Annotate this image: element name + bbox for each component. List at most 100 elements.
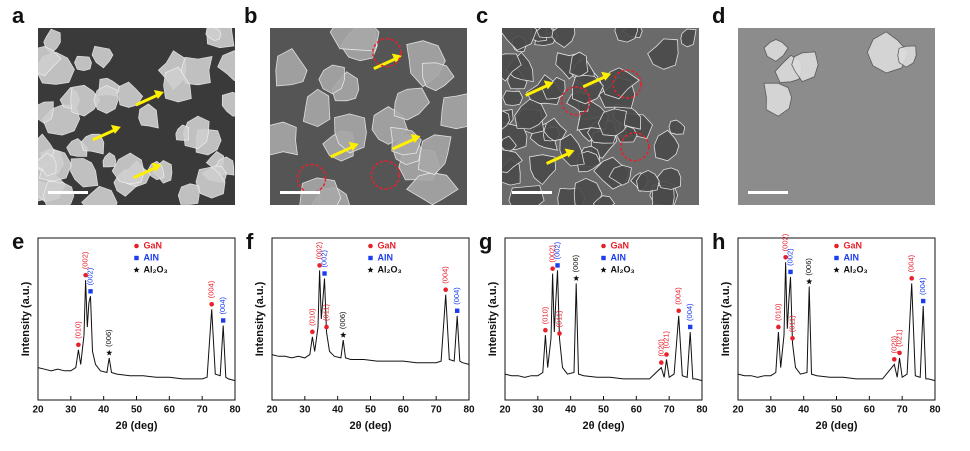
x-tick-label: 50 <box>131 405 143 416</box>
sem-grain <box>118 81 144 108</box>
sem-grain <box>221 91 235 117</box>
sem-grain <box>177 183 200 205</box>
x-tick-label: 20 <box>732 405 744 416</box>
x-tick-label: 60 <box>398 405 410 416</box>
sem-grain <box>38 152 57 177</box>
arrow <box>545 152 570 165</box>
sem-content <box>270 28 467 205</box>
sem-grain <box>393 87 430 121</box>
panel-letter: c <box>476 3 488 28</box>
sem-content <box>38 28 235 205</box>
legend-label: AlN <box>144 252 160 262</box>
sem-grain <box>502 149 523 173</box>
legend-marker <box>133 266 140 273</box>
sem-grain <box>653 129 680 162</box>
peak-marker <box>776 324 781 330</box>
sem-grain <box>81 185 118 205</box>
sem-grain <box>329 28 380 52</box>
panel-letter: a <box>12 3 25 28</box>
peak-label: (002) <box>81 251 90 269</box>
x-tick-label: 20 <box>32 405 44 416</box>
peak-marker <box>88 289 93 294</box>
spectrum <box>737 262 936 382</box>
scale-bar <box>748 191 788 194</box>
x-tick-label: 70 <box>664 405 676 416</box>
arrow <box>135 93 159 107</box>
legend-marker <box>834 255 839 261</box>
peak-label: (004) <box>685 303 694 321</box>
sem-grain <box>417 134 452 175</box>
sem-grain <box>163 66 192 103</box>
legend-label: Al₂O₃ <box>611 264 635 274</box>
x-tick-label: 50 <box>598 405 610 416</box>
sem-grain <box>74 55 92 72</box>
sem-grain <box>334 113 367 154</box>
sem-grain <box>91 45 114 69</box>
peak-label: (010) <box>73 321 82 339</box>
x-tick-label: 40 <box>798 405 810 416</box>
peak-marker <box>310 329 315 335</box>
peak-marker <box>220 318 226 323</box>
sem-grain <box>593 195 616 205</box>
sem-grain <box>502 53 522 82</box>
sem-grain <box>38 45 62 77</box>
peak-label: (004) <box>207 280 216 298</box>
sem-content <box>502 28 699 205</box>
arrow-head <box>543 80 554 90</box>
legend-marker <box>367 266 374 273</box>
panel-letter: b <box>244 3 257 28</box>
sem-grain <box>502 135 517 152</box>
peak-marker <box>790 336 795 341</box>
x-tick-label: 70 <box>897 405 909 416</box>
spectrum <box>504 270 703 382</box>
peak-marker <box>443 287 448 293</box>
peak-marker <box>555 263 560 268</box>
sem-grain <box>38 101 54 124</box>
sem-grain <box>608 164 632 186</box>
sem-grain <box>102 152 117 168</box>
peak-label: (011) <box>554 310 563 327</box>
peak-label: (010) <box>540 306 549 324</box>
sem-grain <box>390 126 422 156</box>
arrow-head <box>348 141 359 151</box>
sem-grain <box>536 28 554 39</box>
sem-grain <box>791 51 819 83</box>
x-tick-label: 80 <box>229 405 241 416</box>
y-axis-label: Intensity (a.u.) <box>487 281 499 356</box>
sem-grain <box>70 158 99 188</box>
x-tick-label: 20 <box>499 405 511 416</box>
peak-label: (002) <box>786 248 795 266</box>
peak-marker <box>322 271 327 276</box>
x-axis-label: 2θ (deg) <box>815 420 857 432</box>
x-tick-label: 80 <box>463 405 475 416</box>
peak-label: (006) <box>571 254 580 272</box>
sem-grain <box>42 180 75 205</box>
peak-label: (010) <box>307 308 316 326</box>
sem-grain <box>302 88 331 128</box>
peak-label: (021) <box>662 330 671 348</box>
legend-label: Al₂O₃ <box>378 264 402 274</box>
sem-image <box>270 28 467 205</box>
legend-marker <box>834 243 839 249</box>
peak-label: (002) <box>320 249 329 267</box>
arrow <box>525 84 549 97</box>
arrow <box>582 75 606 89</box>
arrow <box>92 128 116 142</box>
sem-grain <box>406 172 459 205</box>
sem-grain <box>180 55 213 86</box>
peak-label: (020) <box>656 339 665 357</box>
peak-label: (004) <box>674 287 683 305</box>
peak-marker <box>664 352 669 357</box>
panel-letter: f <box>246 229 254 254</box>
y-axis-label: Intensity (a.u.) <box>20 281 32 356</box>
legend-label: GaN <box>378 240 397 250</box>
x-tick-label: 30 <box>65 405 77 416</box>
peak-label: (002) <box>553 241 562 259</box>
legend-label: GaN <box>611 240 630 250</box>
highlight-circle <box>372 37 402 68</box>
sem-grain <box>80 133 105 155</box>
peak-label: (021) <box>895 329 904 347</box>
legend-label: GaN <box>844 240 863 250</box>
peak-marker <box>543 327 548 333</box>
peak-marker <box>897 350 902 356</box>
